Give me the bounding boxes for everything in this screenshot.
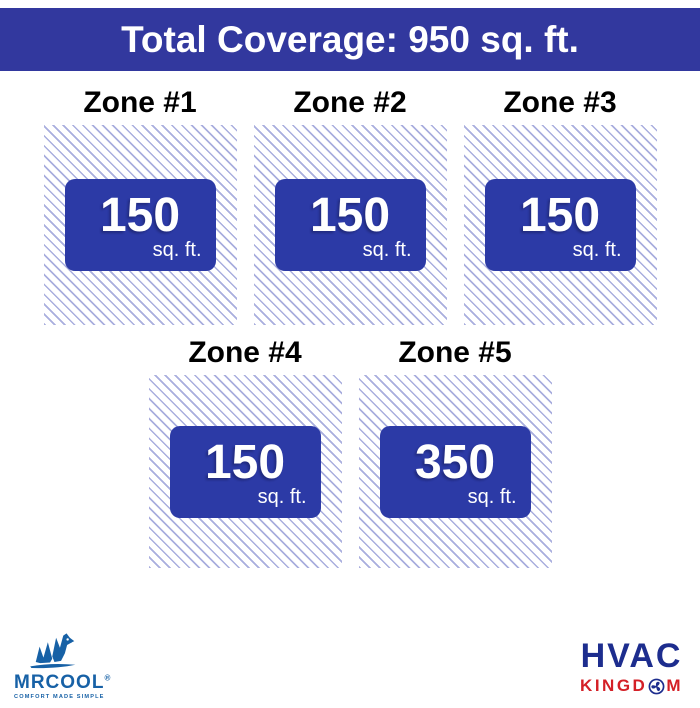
page-title: Total Coverage: 950 sq. ft. <box>121 18 579 60</box>
zone-value: 150 <box>519 189 601 242</box>
zone-coverage-area: 350 sq. ft. <box>358 375 552 568</box>
mrcool-logo: MRCOOL® COMFORT MADE SIMPLE <box>14 629 118 700</box>
zone-value-box: 150 sq. ft. <box>169 425 321 518</box>
zone-coverage-area: 150 sq. ft. <box>463 125 657 325</box>
zone-unit: sq. ft. <box>362 239 412 261</box>
hvac-kingdom-logo: HVAC KINGD M <box>580 639 683 696</box>
zone-value-box: 150 sq. ft. <box>484 179 636 271</box>
zone-coverage-area: 150 sq. ft. <box>148 375 342 568</box>
zone-title: Zone #3 <box>503 86 617 119</box>
zone-card-1: Zone #1 150 sq. ft. <box>43 86 237 325</box>
zone-value: 150 <box>204 435 286 489</box>
header-banner: Total Coverage: 950 sq. ft. <box>0 8 700 71</box>
kingdom-wordmark: KINGD M <box>580 676 683 696</box>
mrcool-tagline: COMFORT MADE SIMPLE <box>14 694 105 700</box>
zone-value: 150 <box>309 189 391 242</box>
zone-unit: sq. ft. <box>152 239 202 261</box>
kingdom-text-prefix: KINGD <box>580 676 648 695</box>
zone-coverage-area: 150 sq. ft. <box>253 125 447 325</box>
hvac-wordmark: HVAC <box>580 637 683 675</box>
zone-unit: sq. ft. <box>467 485 517 508</box>
zone-card-2: Zone #2 150 sq. ft. <box>253 86 447 325</box>
fan-icon <box>648 678 665 695</box>
zone-value: 150 <box>99 189 181 242</box>
registered-mark: ® <box>104 673 111 683</box>
zone-title: Zone #1 <box>83 86 197 119</box>
zone-value-box: 150 sq. ft. <box>64 179 216 271</box>
zone-card-3: Zone #3 150 sq. ft. <box>463 86 657 325</box>
mrcool-wordmark: MRCOOL® <box>14 673 118 692</box>
zone-value: 350 <box>414 435 496 489</box>
zones-row-1: Zone #1 150 sq. ft. Zone #2 150 sq. ft. … <box>0 88 700 325</box>
zone-title: Zone #2 <box>293 86 407 119</box>
mrcool-brand-text: MRCOOL <box>14 672 105 693</box>
zone-unit: sq. ft. <box>572 239 622 261</box>
zone-value-box: 150 sq. ft. <box>274 179 426 271</box>
infographic: Total Coverage: 950 sq. ft. Zone #1 150 … <box>0 8 700 708</box>
kingdom-text-suffix: M <box>666 676 683 695</box>
zone-value-box: 350 sq. ft. <box>379 425 531 518</box>
zones-row-2: Zone #4 150 sq. ft. Zone #5 350 sq. ft. <box>0 338 700 568</box>
zone-unit: sq. ft. <box>257 485 307 508</box>
zone-title: Zone #4 <box>188 336 302 369</box>
zone-card-5: Zone #5 350 sq. ft. <box>358 336 552 568</box>
polar-bear-icon <box>30 633 76 669</box>
zone-title: Zone #5 <box>398 336 512 369</box>
zone-coverage-area: 150 sq. ft. <box>43 125 237 325</box>
zone-card-4: Zone #4 150 sq. ft. <box>148 336 342 568</box>
